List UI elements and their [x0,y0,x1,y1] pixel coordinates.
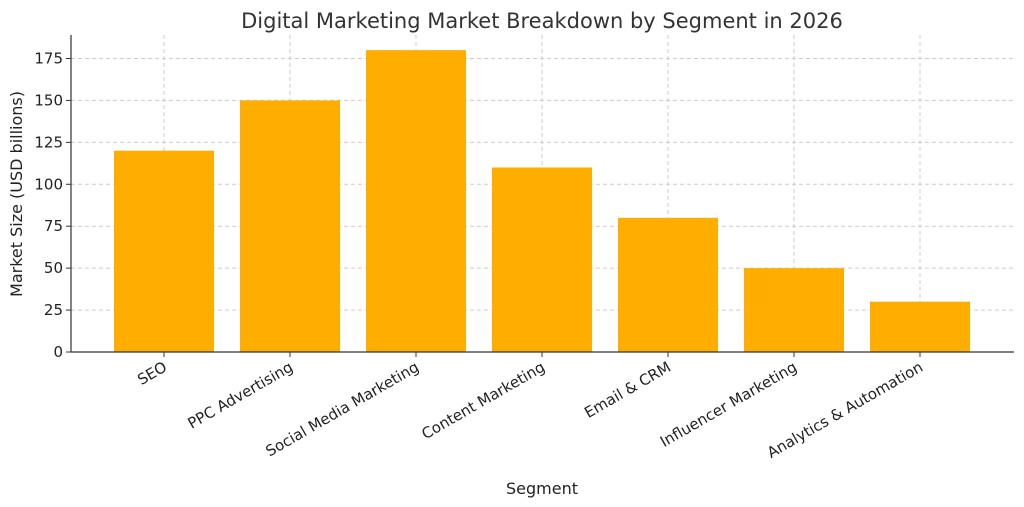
y-tick-label: 125 [34,133,63,151]
y-tick-label: 75 [44,217,63,235]
y-tick-label: 100 [34,175,63,193]
bar-email-crm [618,217,718,352]
y-tick-label: 25 [44,301,63,319]
x-tick-label: PPC Advertising [185,358,296,433]
y-tick-label: 0 [53,343,63,361]
x-axis-label: Segment [506,479,578,498]
y-tick-label: 150 [34,91,63,109]
bar-seo [114,150,214,352]
y-tick-label: 50 [44,259,63,277]
bars [114,50,970,353]
y-ticks: 0 25 50 75 100 125 150 175 [34,49,71,361]
bar-content-marketing [492,167,592,352]
bar-social-media-marketing [366,50,466,352]
x-tick-label: SEO [134,358,170,389]
bar-influencer-marketing [744,268,844,352]
y-axis-label: Market Size (USD billions) [7,91,26,297]
y-tick-label: 175 [34,49,63,67]
bar-analytics-automation [870,301,970,352]
x-tick-label: Email & CRM [581,358,674,422]
x-tick-label: Content Marketing [418,358,548,443]
bar-ppc-advertising [240,100,340,353]
chart-title: Digital Marketing Market Breakdown by Se… [241,9,843,33]
